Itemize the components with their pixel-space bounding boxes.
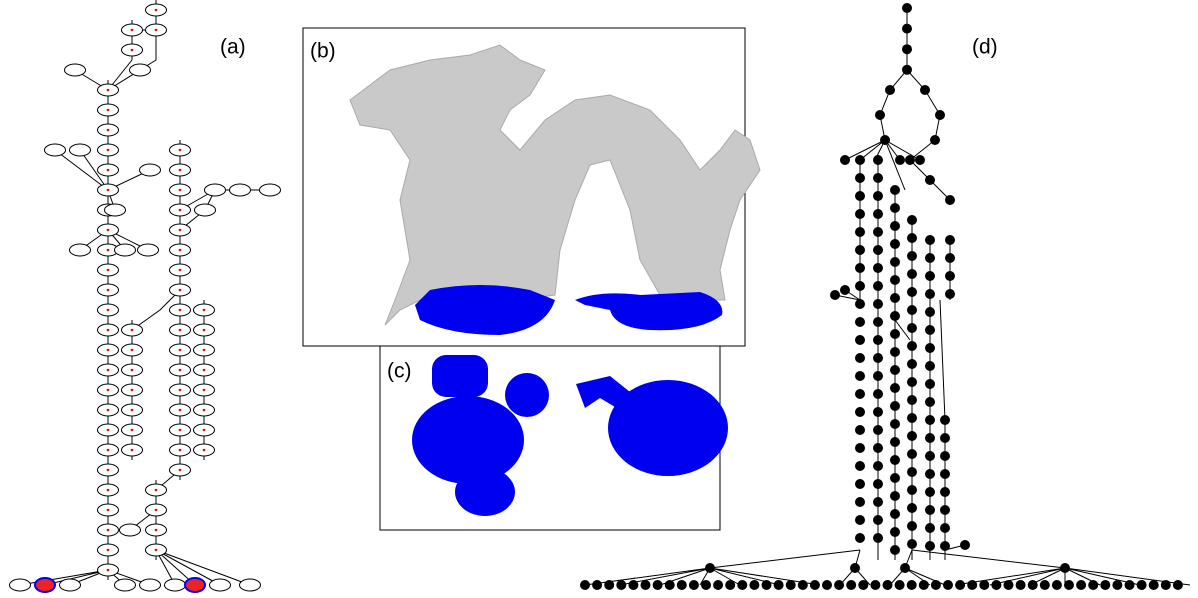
voxel-blob (455, 468, 515, 516)
highlight-node (35, 578, 55, 592)
voxel-blob (505, 373, 549, 417)
node-set (710, 90, 1065, 568)
node (138, 244, 159, 256)
tree-a: (a) (10, 0, 281, 592)
node (70, 144, 91, 156)
node-chain (120, 20, 144, 60)
panel-c: (c) (380, 346, 728, 530)
highlight-node (185, 578, 205, 592)
node (230, 184, 251, 196)
node (240, 579, 261, 591)
node (70, 244, 91, 256)
node (10, 579, 31, 591)
node (140, 164, 161, 176)
panel-label: (a) (220, 36, 246, 59)
node (120, 524, 141, 536)
node (115, 244, 136, 256)
node (45, 144, 66, 156)
node-chain (192, 300, 216, 460)
panel-label: (b) (310, 40, 336, 63)
figure: (a) (b) (c) (0, 0, 1198, 598)
voxel-blob (432, 355, 488, 397)
node (195, 204, 216, 216)
node (65, 64, 86, 76)
node-chain (168, 140, 192, 480)
node (60, 579, 81, 591)
node (130, 64, 151, 76)
node (205, 184, 226, 196)
node-chain (144, 0, 168, 40)
node (165, 579, 186, 591)
node-chain (120, 320, 144, 460)
node (210, 579, 231, 591)
node (140, 579, 161, 591)
node (105, 204, 126, 216)
panel-label: (d) (972, 36, 998, 59)
page: {"panels": {"a": {"label": "(a)"}, "b": … (0, 0, 1198, 598)
panel-b: (b) (303, 28, 760, 346)
node (115, 579, 136, 591)
node-chain (144, 480, 168, 560)
node (260, 184, 281, 196)
node-chain (96, 80, 120, 580)
panel-label: (c) (387, 360, 412, 383)
voxel-blob (412, 396, 524, 484)
